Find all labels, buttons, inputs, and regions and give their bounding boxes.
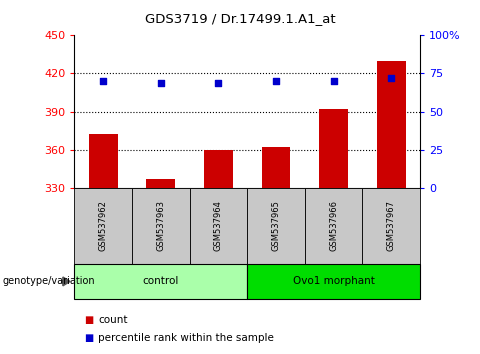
- Text: Ovo1 morphant: Ovo1 morphant: [293, 276, 374, 286]
- Text: GDS3719 / Dr.17499.1.A1_at: GDS3719 / Dr.17499.1.A1_at: [144, 12, 336, 25]
- Bar: [204, 149, 233, 188]
- Point: [157, 80, 165, 85]
- Text: GSM537967: GSM537967: [387, 200, 396, 251]
- Text: percentile rank within the sample: percentile rank within the sample: [98, 333, 274, 343]
- Point: [99, 78, 107, 84]
- Text: GSM537963: GSM537963: [156, 200, 165, 251]
- Bar: [262, 147, 290, 188]
- Text: GSM537965: GSM537965: [272, 200, 280, 251]
- Point: [272, 78, 280, 84]
- Bar: [377, 61, 406, 188]
- Bar: [146, 179, 175, 188]
- Point: [387, 75, 395, 81]
- Bar: [319, 109, 348, 188]
- Point: [330, 78, 337, 84]
- Text: control: control: [143, 276, 179, 286]
- Point: [215, 80, 222, 85]
- Text: GSM537964: GSM537964: [214, 200, 223, 251]
- Text: count: count: [98, 315, 128, 325]
- Text: ■: ■: [84, 315, 93, 325]
- Text: ■: ■: [84, 333, 93, 343]
- Bar: [89, 134, 118, 188]
- Text: genotype/variation: genotype/variation: [2, 276, 95, 286]
- Text: GSM537966: GSM537966: [329, 200, 338, 251]
- Text: GSM537962: GSM537962: [99, 200, 108, 251]
